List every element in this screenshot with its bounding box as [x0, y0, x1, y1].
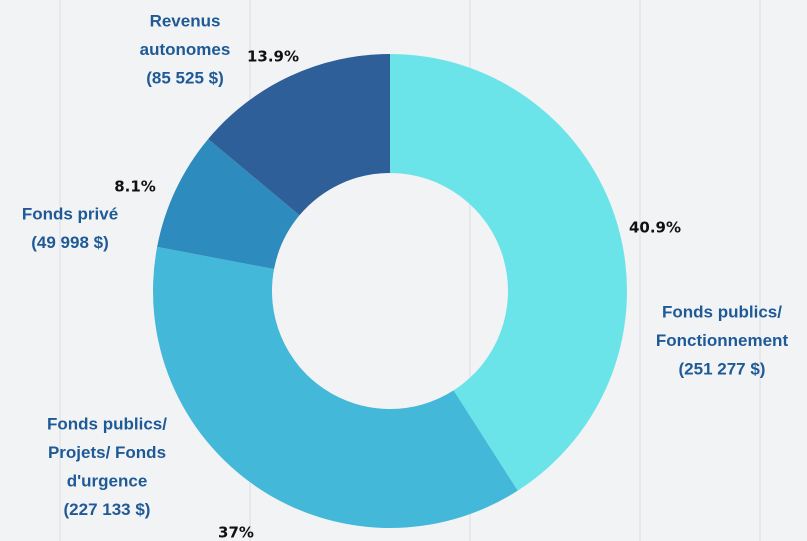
- category-label: d'urgence: [67, 471, 148, 490]
- category-label: Fonds publics/: [47, 414, 167, 433]
- amount-label: (227 133 $): [64, 500, 151, 519]
- category-label: Projets/ Fonds: [48, 443, 166, 462]
- category-label: autonomes: [140, 40, 231, 59]
- category-label: Fonds privé: [22, 204, 118, 223]
- percent-label: 13.9%: [247, 48, 299, 66]
- category-label: Revenus: [150, 11, 221, 30]
- donut-slice: [390, 54, 627, 491]
- amount-label: (85 525 $): [146, 68, 224, 87]
- donut-slice: [157, 138, 300, 270]
- donut-slice: [153, 246, 518, 529]
- category-label: Fonds publics/: [662, 302, 782, 321]
- category-label: Fonctionnement: [656, 331, 789, 350]
- percent-label: 37%: [218, 524, 254, 541]
- percent-label: 8.1%: [114, 178, 156, 196]
- percent-label: 40.9%: [629, 219, 681, 237]
- amount-label: (251 277 $): [679, 359, 766, 378]
- amount-label: (49 998 $): [31, 233, 109, 252]
- donut-slice: [208, 54, 390, 216]
